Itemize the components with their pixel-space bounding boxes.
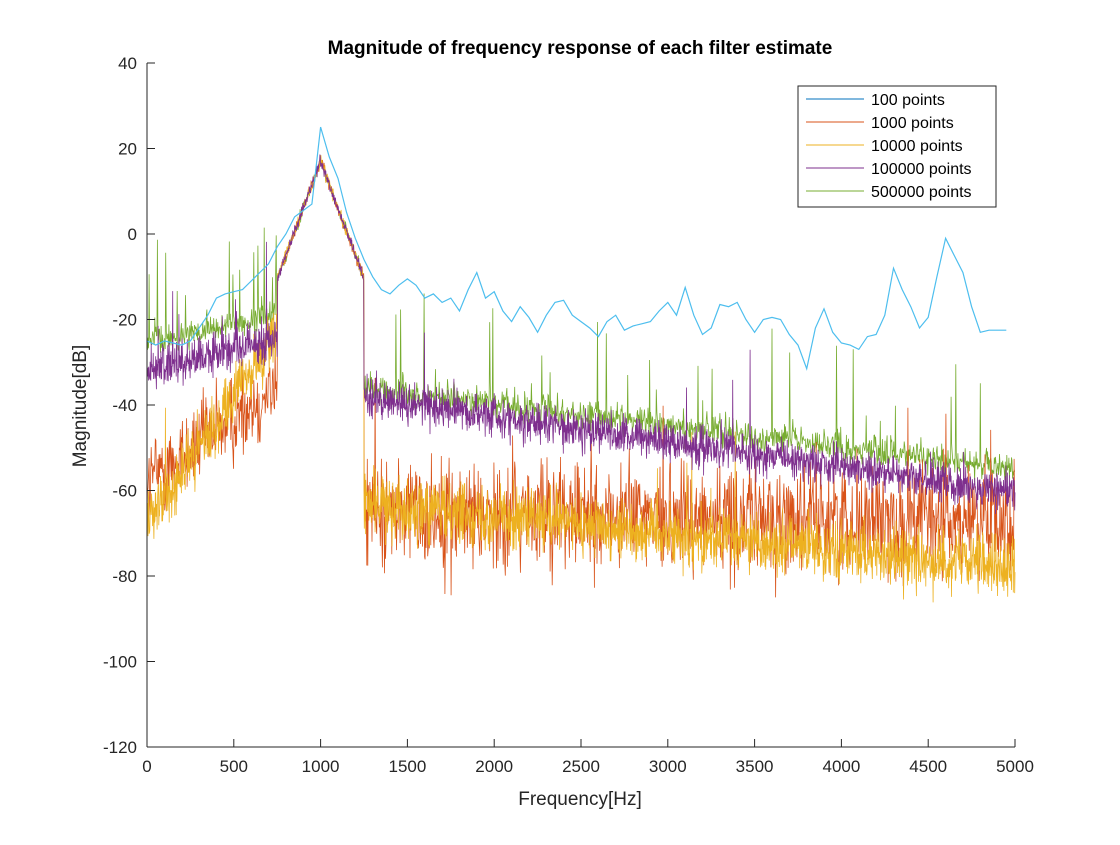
x-tick-label: 3000 [649, 757, 687, 776]
series-layer [146, 126, 1016, 603]
x-tick-label: 3500 [736, 757, 774, 776]
y-tick-label: 0 [128, 225, 137, 244]
y-tick-label: -60 [112, 482, 137, 501]
series-line-100 [146, 126, 1007, 371]
x-tick-label: 500 [220, 757, 248, 776]
y-axis-label: Magnitude[dB] [70, 345, 91, 468]
x-tick-label: 1500 [388, 757, 426, 776]
y-tick-label: -100 [103, 653, 137, 672]
y-tick-label: 40 [118, 54, 137, 73]
x-tick-label: 1000 [302, 757, 340, 776]
y-tick-label: 20 [118, 140, 137, 159]
legend-label: 500000 points [871, 184, 972, 201]
legend-box [797, 85, 997, 208]
x-tick-label: 4000 [822, 757, 860, 776]
chart-title: Magnitude of frequency response of each … [328, 38, 833, 59]
legend-label: 100000 points [871, 161, 972, 178]
series-line-100000 [146, 154, 1016, 515]
x-tick-label: 2500 [562, 757, 600, 776]
x-tick-label: 0 [142, 757, 151, 776]
x-tick-label: 4500 [909, 757, 947, 776]
axes-layer: 0 500 1000 1500 2000 2500 3000 3500 4000 4500 5000… [103, 54, 1034, 776]
x-tick-label: 5000 [996, 757, 1034, 776]
y-tick-label: -80 [112, 567, 137, 586]
legend-label: 100 points [871, 92, 945, 109]
y-tick-label: -20 [112, 311, 137, 330]
legend: 100 points 1000 points 10000 points 100000 … [797, 85, 997, 208]
y-tick-label: -40 [112, 396, 137, 415]
legend-label: 10000 points [871, 138, 963, 155]
x-tick-label: 2000 [475, 757, 513, 776]
x-axis-label: Frequency[Hz] [518, 789, 642, 810]
legend-label: 1000 points [871, 115, 954, 132]
y-tick-label: -120 [103, 738, 137, 757]
